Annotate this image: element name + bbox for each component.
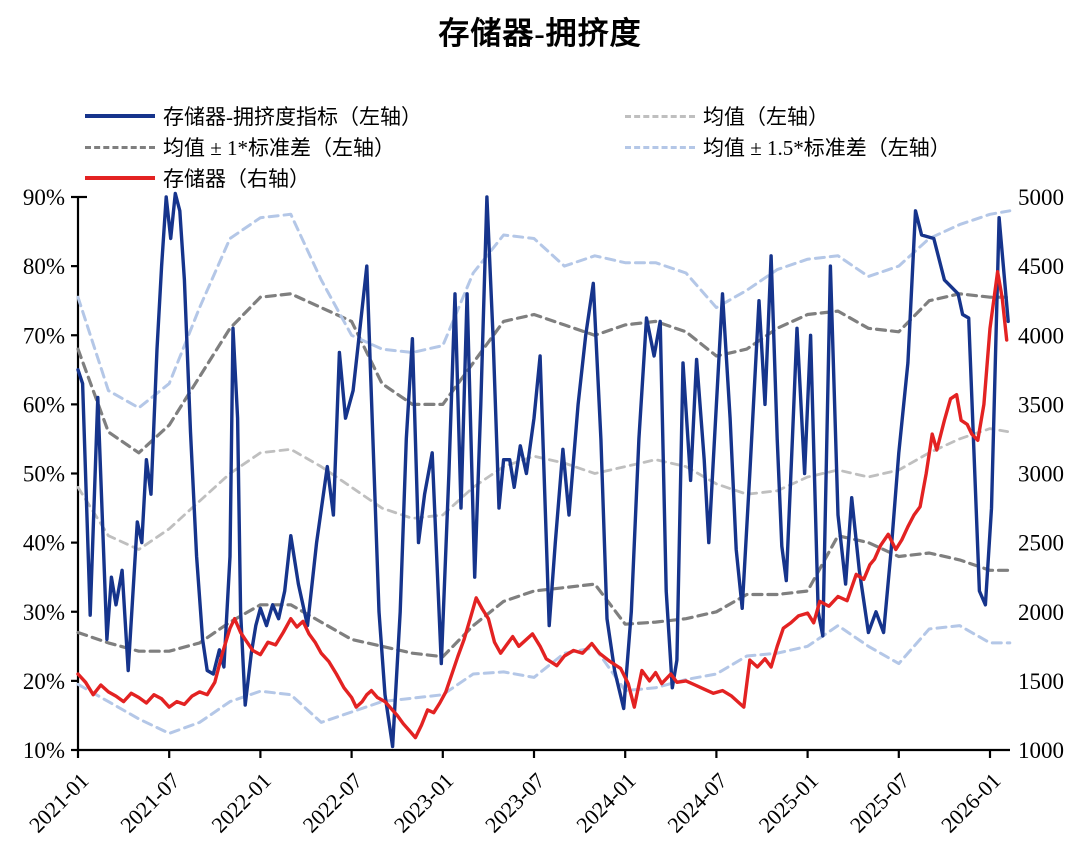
chart-title: 存储器-拥挤度 — [438, 16, 642, 51]
right-axis-tick-label: 1000 — [1018, 738, 1064, 763]
series-line-1 — [76, 427, 1012, 551]
right-axis-tick-label: 3000 — [1018, 462, 1064, 487]
x-axis-tick-label: 2021-01 — [24, 768, 94, 838]
series-line-2 — [76, 292, 1012, 455]
legend-line-sample-2 — [85, 145, 155, 149]
x-axis-tick-label: 2025-07 — [845, 768, 915, 838]
series-line-5 — [76, 624, 1012, 735]
x-axis-tick-label: 2024-07 — [662, 768, 732, 838]
left-axis-tick-label: 80% — [23, 254, 65, 279]
legend-item-2: 均值 ± 1*标准差（左轴） — [85, 134, 395, 160]
series-line-3 — [76, 534, 1012, 659]
legend-line-sample-1 — [625, 114, 695, 118]
left-axis-tick-label: 20% — [23, 669, 65, 694]
legend-label-1: 均值（左轴） — [703, 105, 829, 129]
x-axis-tick-label: 2022-01 — [206, 768, 276, 838]
legend-item-0: 存储器-拥挤度指标（左轴） — [85, 103, 422, 129]
right-axis-tick-label: 2000 — [1018, 600, 1064, 625]
x-axis-tick-label: 2024-01 — [571, 768, 641, 838]
left-axis-tick-label: 90% — [23, 185, 65, 210]
right-axis-tick-label: 5000 — [1018, 185, 1064, 210]
x-axis-tick-label: 2026-01 — [936, 768, 1006, 838]
x-axis-tick-label: 2023-01 — [389, 768, 459, 838]
left-axis-tick-label: 30% — [23, 600, 65, 625]
right-axis-tick-label: 2500 — [1018, 531, 1064, 556]
legend-label-2: 均值 ± 1*标准差（左轴） — [163, 136, 396, 160]
left-axis-tick-label: 40% — [23, 531, 65, 556]
left-axis-tick-label: 60% — [23, 392, 65, 417]
legend-item-4: 存储器（右轴） — [85, 165, 310, 191]
legend-label-0: 存储器-拥挤度指标（左轴） — [163, 105, 422, 129]
legend-line-sample-3 — [625, 145, 695, 149]
x-axis-tick-label: 2021-07 — [115, 768, 185, 838]
legend-item-3: 均值 ± 1.5*标准差（左轴） — [625, 134, 951, 160]
legend-line-sample-0 — [85, 114, 155, 118]
left-axis-tick-label: 10% — [23, 738, 65, 763]
legend-label-4: 存储器（右轴） — [163, 167, 310, 191]
series-line-6 — [76, 270, 1009, 740]
x-axis-tick-label: 2025-01 — [754, 768, 824, 838]
right-axis-tick-label: 4500 — [1018, 254, 1064, 279]
x-axis-tick-label: 2022-07 — [298, 768, 368, 838]
left-axis-tick-label: 50% — [23, 462, 65, 487]
legend-line-sample-4 — [85, 176, 155, 180]
series-line-4 — [76, 209, 1012, 410]
series-line-0 — [76, 191, 1010, 749]
right-axis-tick-label: 4000 — [1018, 323, 1064, 348]
left-axis-tick-label: 70% — [23, 323, 65, 348]
legend-label-3: 均值 ± 1.5*标准差（左轴） — [703, 136, 951, 160]
right-axis-tick-label: 1500 — [1018, 669, 1064, 694]
right-axis-tick-label: 3500 — [1018, 392, 1064, 417]
legend-item-1: 均值（左轴） — [625, 103, 829, 129]
x-axis-tick-label: 2023-07 — [480, 768, 550, 838]
